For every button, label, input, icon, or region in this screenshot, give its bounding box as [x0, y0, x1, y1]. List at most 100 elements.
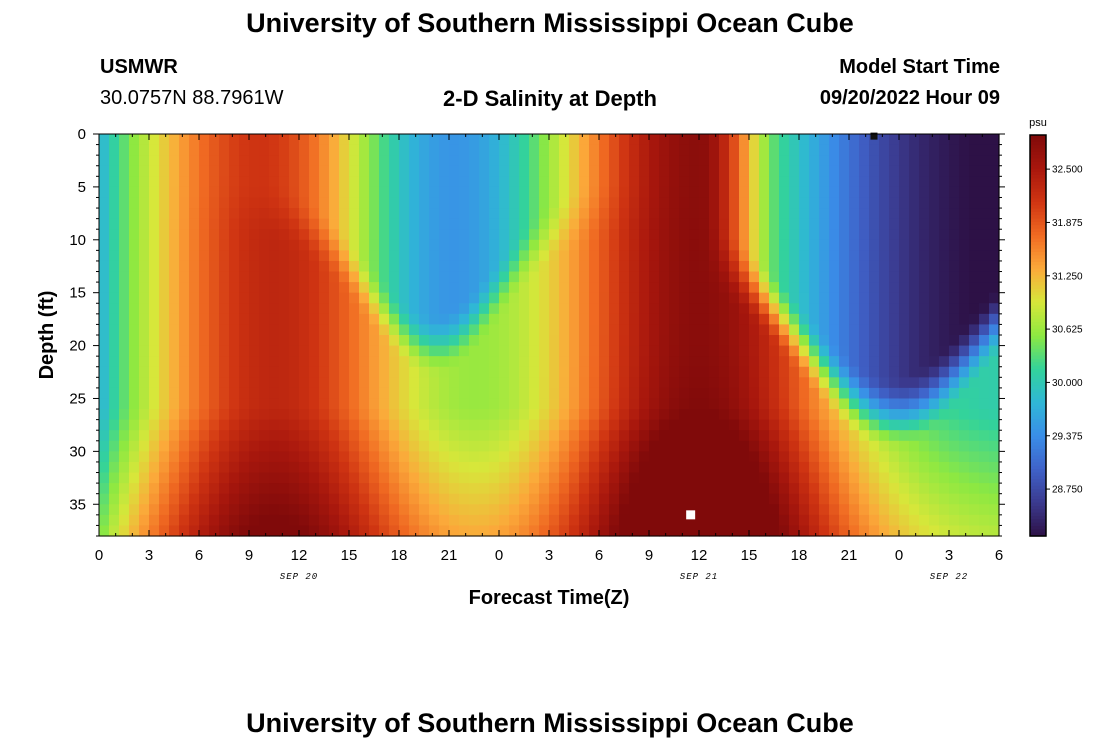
heatmap-cell	[659, 260, 670, 273]
heatmap-cell	[809, 451, 820, 463]
heatmap-cell	[539, 186, 550, 199]
heatmap-cell	[849, 134, 860, 146]
heatmap-cell	[109, 197, 120, 209]
heatmap-cell	[649, 525, 660, 537]
heatmap-cell	[149, 377, 160, 389]
heatmap-cell	[119, 186, 130, 199]
heatmap-cell	[589, 229, 600, 241]
heatmap-cell	[529, 356, 540, 368]
heatmap-cell	[629, 356, 640, 368]
heatmap-cell	[179, 504, 190, 516]
heatmap-cell	[899, 229, 910, 241]
heatmap-cell	[139, 472, 150, 484]
heatmap-cell	[499, 271, 510, 283]
heatmap-cell	[609, 303, 620, 315]
heatmap-cell	[449, 144, 460, 156]
heatmap-cell	[289, 186, 300, 199]
heatmap-cell	[179, 430, 190, 442]
heatmap-cell	[809, 239, 820, 251]
heatmap-cell	[419, 292, 430, 304]
heatmap-cell	[239, 229, 250, 241]
heatmap-cell	[399, 292, 410, 304]
heatmap-cell	[629, 218, 640, 230]
heatmap-cell	[759, 345, 770, 357]
heatmap-cell	[709, 377, 720, 389]
heatmap-cell	[189, 493, 200, 505]
heatmap-cell	[939, 218, 950, 230]
colorbar-segment	[1030, 505, 1046, 510]
colorbar-segment	[1030, 342, 1046, 347]
heatmap-cell	[499, 313, 510, 326]
colorbar-segment	[1030, 439, 1046, 444]
heatmap-cell	[839, 483, 850, 495]
heatmap-cell	[899, 335, 910, 347]
heatmap-cell	[509, 525, 520, 537]
heatmap-cell	[929, 134, 940, 146]
heatmap-cell	[979, 144, 990, 156]
y-tick-label: 5	[78, 179, 86, 196]
heatmap-cell	[429, 493, 440, 505]
heatmap-cell	[249, 504, 260, 516]
colorbar-segment	[1030, 185, 1046, 190]
heatmap-cell	[209, 292, 220, 304]
heatmap-cell	[129, 282, 140, 294]
heatmap-cell	[249, 155, 260, 167]
heatmap-cell	[689, 324, 700, 336]
heatmap-cell	[669, 472, 680, 484]
heatmap-cell	[879, 493, 890, 505]
heatmap-cell	[359, 197, 370, 209]
heatmap-cell	[569, 419, 580, 431]
heatmap-cell	[659, 176, 670, 188]
heatmap-cell	[809, 282, 820, 294]
heatmap-cell	[129, 377, 140, 389]
heatmap-cell	[179, 271, 190, 283]
heatmap-cell	[109, 144, 120, 156]
heatmap-cell	[129, 461, 140, 474]
heatmap-cell	[299, 250, 310, 262]
x-tick-label: 3	[145, 547, 153, 564]
heatmap-cell	[159, 430, 170, 442]
heatmap-cell	[759, 525, 770, 537]
heatmap-cell	[619, 197, 630, 209]
heatmap-cell	[669, 409, 680, 421]
colorbar-segment	[1030, 295, 1046, 300]
heatmap-cell	[779, 398, 790, 410]
heatmap-cell	[159, 345, 170, 357]
heatmap-cell	[309, 282, 320, 294]
heatmap-cell	[429, 165, 440, 177]
heatmap-cell	[329, 155, 340, 167]
heatmap-cell	[409, 504, 420, 516]
heatmap-cell	[849, 155, 860, 167]
heatmap-cell	[149, 155, 160, 167]
heatmap-cell	[749, 451, 760, 463]
heatmap-cell	[659, 514, 670, 527]
heatmap-cell	[479, 155, 490, 167]
heatmap-cell	[409, 134, 420, 146]
heatmap-cell	[419, 398, 430, 410]
heatmap-cell	[469, 197, 480, 209]
colorbar-segment	[1030, 532, 1046, 537]
heatmap-cell	[909, 239, 920, 251]
heatmap-cell	[539, 303, 550, 315]
heatmap-cell	[959, 419, 970, 431]
heatmap-cell	[379, 409, 390, 421]
heatmap-cell	[209, 483, 220, 495]
heatmap-cell	[859, 451, 870, 463]
heatmap-cell	[279, 377, 290, 389]
heatmap-cell	[489, 218, 500, 230]
heatmap-cell	[829, 292, 840, 304]
heatmap-cell	[289, 398, 300, 410]
heatmap-cell	[939, 461, 950, 474]
heatmap-cell	[129, 186, 140, 199]
heatmap-cell	[239, 186, 250, 199]
heatmap-cell	[119, 387, 130, 400]
heatmap-cell	[319, 144, 330, 156]
heatmap-cell	[859, 345, 870, 357]
heatmap-cell	[499, 387, 510, 400]
heatmap-cell	[979, 197, 990, 209]
heatmap-cell	[389, 134, 400, 146]
heatmap-cell	[749, 419, 760, 431]
colorbar-segment	[1030, 509, 1046, 514]
colorbar-segment	[1030, 158, 1046, 163]
heatmap-cell	[819, 303, 830, 315]
